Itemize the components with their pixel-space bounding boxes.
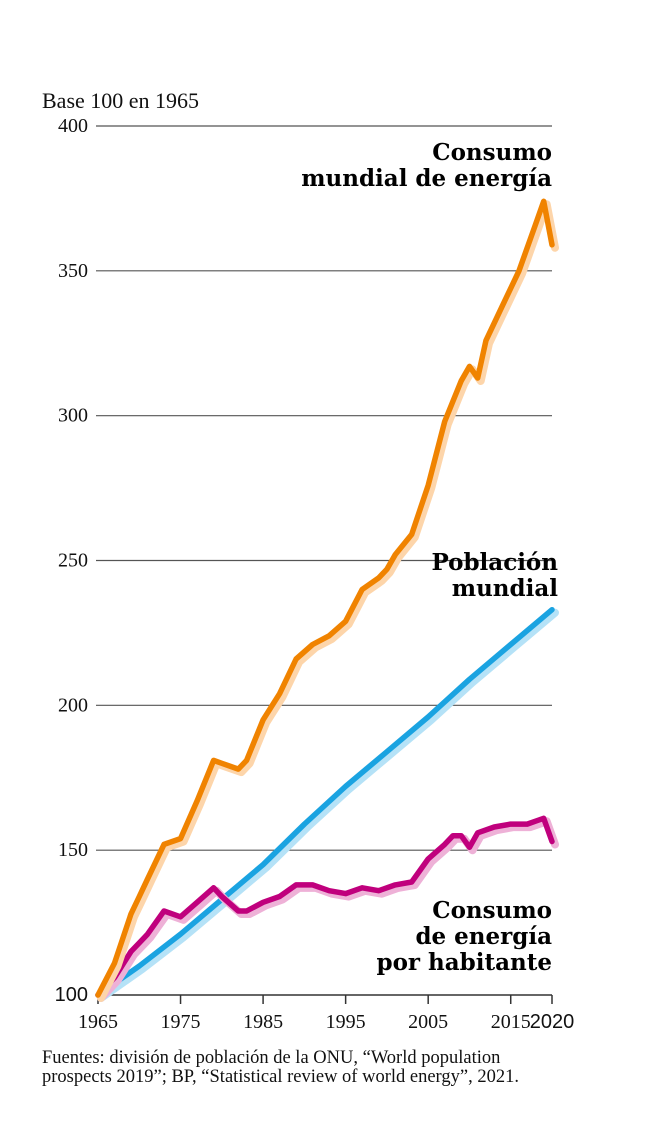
- y-tick-label: 250: [58, 550, 88, 572]
- series-label: por habitante: [377, 949, 553, 976]
- series-line: [95, 815, 555, 998]
- series-line: [95, 198, 555, 998]
- y-tick-label: 200: [58, 694, 88, 716]
- y-tick-labels: 100 150 200 250 300 350 400: [55, 115, 88, 1006]
- series-label: Consumo: [432, 897, 552, 924]
- series-label: de energía: [415, 923, 552, 950]
- x-tick-label: 1985: [243, 1011, 283, 1033]
- series-label: mundial: [452, 575, 559, 602]
- series-label: Consumo: [432, 139, 552, 166]
- source-line-2: prospects 2019”; BP, “Statistical review…: [42, 1067, 519, 1087]
- y-tick-label: 400: [58, 115, 88, 137]
- x-tick-label: 2015: [491, 1011, 531, 1033]
- series-shadow: [97, 200, 559, 1002]
- series-lines: [95, 198, 559, 1002]
- y-axis-label: Base 100 en 1965: [42, 88, 199, 113]
- series-label: Población: [431, 549, 558, 576]
- x-tick-label: 2020: [530, 1011, 575, 1033]
- x-tick-label: 2005: [408, 1011, 448, 1033]
- gridlines: [96, 125, 552, 851]
- series-line: [95, 606, 555, 998]
- series-label: mundial de energía: [301, 165, 552, 192]
- series-shadow: [97, 608, 559, 1002]
- y-tick-label: 150: [58, 839, 88, 861]
- y-tick-label: 100: [55, 984, 88, 1006]
- x-axis: 1965 1975 1985 1995 2005 2015 2020: [78, 994, 575, 1033]
- x-tick-label: 1965: [78, 1011, 118, 1033]
- source-line-1: Fuentes: división de población de la ONU…: [42, 1048, 500, 1068]
- x-tick-label: 1995: [326, 1011, 366, 1033]
- y-tick-label: 350: [58, 260, 88, 282]
- x-tick-label: 1975: [161, 1011, 201, 1033]
- y-tick-label: 300: [58, 405, 88, 427]
